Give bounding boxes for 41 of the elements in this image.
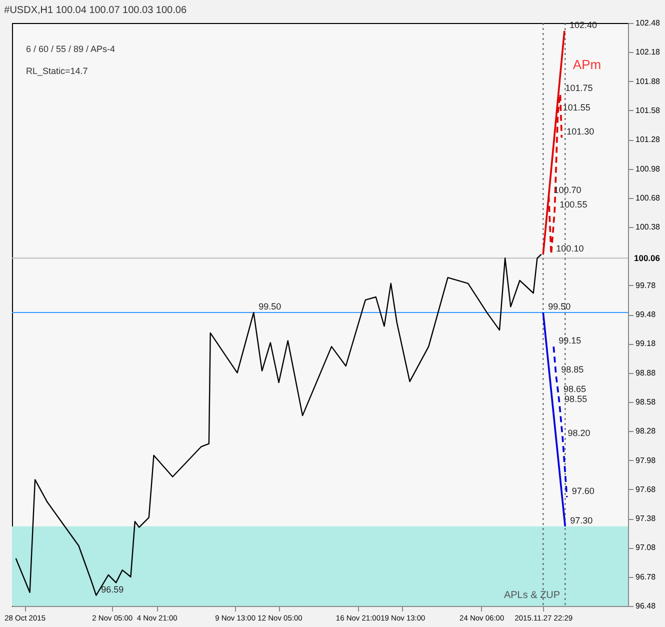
annotation: 96.59 [101,584,124,594]
annotation: 100.55 [560,200,588,210]
y-tick-label: 99.78 [636,280,656,290]
y-tick-label: 97.68 [636,484,656,494]
annotation: 97.60 [572,486,594,496]
annotation: 98.20 [568,428,590,438]
y-tick-label: 100.38 [636,222,661,232]
annotation: 100.10 [556,243,584,254]
chart-title: #USDX,H1 100.04 100.07 100.03 100.06 [4,5,187,16]
annotation: RL_Static=14.7 [26,66,88,76]
y-tick-label: 101.28 [636,135,661,144]
annotation: 6 / 60 / 55 / 89 / APs-4 [26,44,116,54]
annotation: 101.55 [562,102,590,112]
y-tick-label: 96.78 [636,572,656,582]
annotation: 101.75 [565,82,593,93]
annotation: 99.50 [258,302,282,312]
y-tick-label: 100.98 [636,164,661,174]
annotation: APLs & ZUP [504,590,560,601]
annotation: 99.15 [558,336,582,346]
y-tick-label: 98.28 [636,426,656,436]
annotation: 98.65 [564,384,586,394]
annotation: 98.55 [564,394,588,404]
y-tick-label: 101.58 [636,106,661,115]
ref-line-label: 100.06 [634,253,660,264]
y-tick-label: 98.58 [636,397,656,406]
y-tick-label: 97.38 [636,514,656,524]
y-tick-label: 102.48 [636,18,661,28]
y-tick-label: 97.98 [636,456,656,465]
y-tick-label: 102.18 [636,48,661,57]
y-tick-label: 96.48 [636,602,656,610]
y-tick-label: 99.48 [636,310,656,319]
annotation: 101.30 [566,126,594,137]
annotation: 98.85 [561,364,584,375]
y-tick-label: 97.08 [636,543,656,552]
annotation: 99.50 [548,302,571,312]
y-tick-label: 98.88 [636,368,656,378]
y-tick-label: 100.68 [636,193,661,202]
annotation: APm [572,57,602,72]
y-tick-label: 101.88 [636,76,661,86]
annotation: 97.30 [570,515,593,526]
y-tick-label: 99.18 [636,339,656,348]
